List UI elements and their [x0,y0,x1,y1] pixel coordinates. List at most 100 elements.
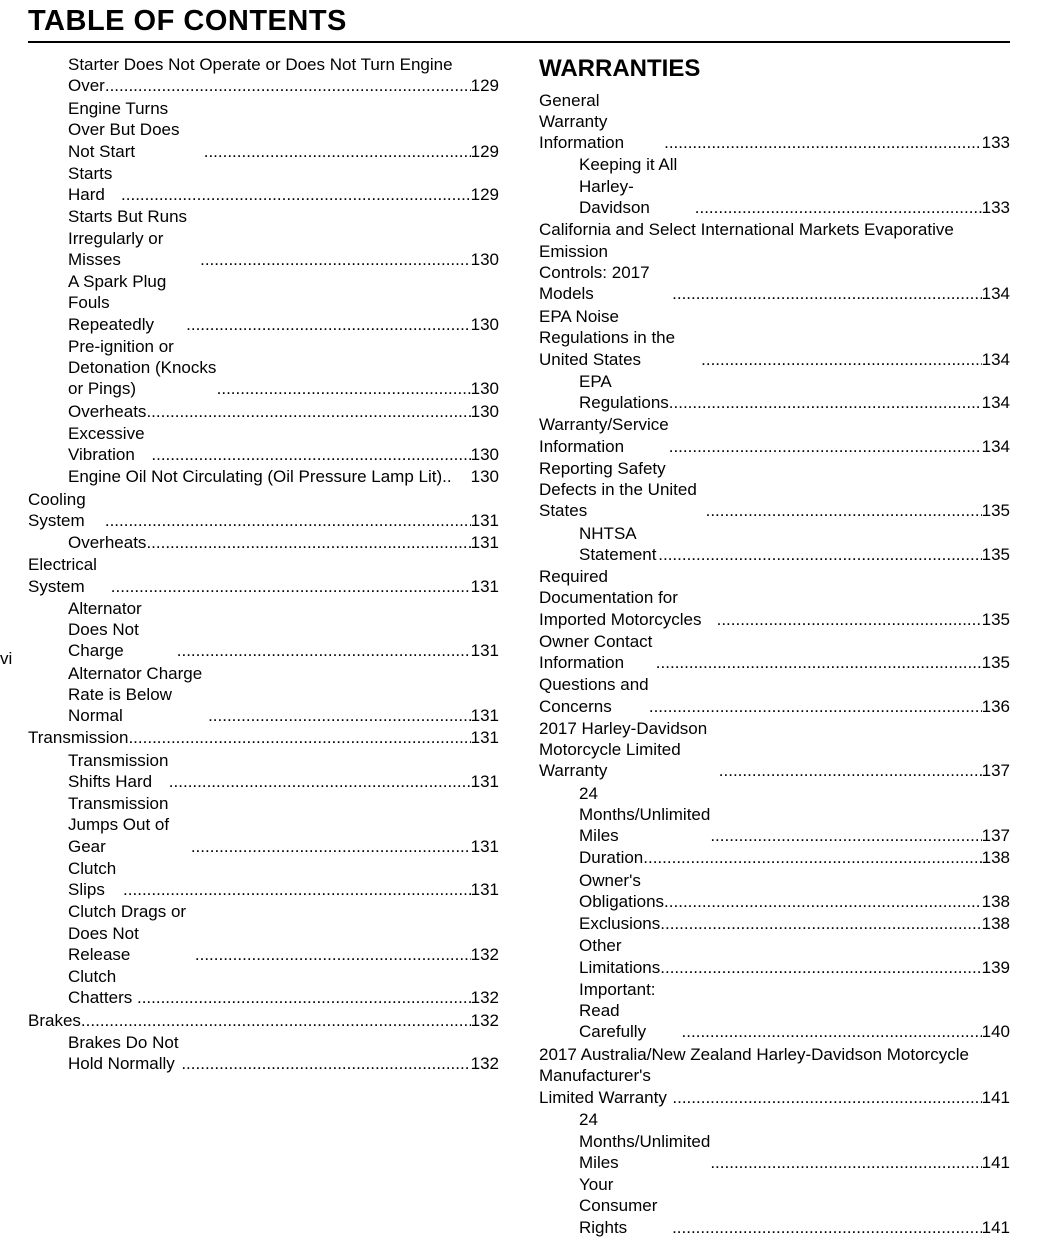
toc-dots: ........................................… [660,913,981,934]
toc-page-number: 133 [982,197,1010,218]
toc-page-number: 129 [471,141,499,162]
toc-entry-text: Required Documentation for Imported Moto… [539,566,717,630]
toc-page-number: 134 [982,392,1010,413]
toc-entry: Brakes Do Not Hold Normally.............… [28,1031,499,1075]
toc-entry: Overheats...............................… [28,532,499,554]
toc-entry-text: Cooling System [28,489,105,532]
toc-page-number: 131 [471,640,499,661]
toc-entry-text: Starts But Runs Irregularly or Misses [68,206,200,270]
toc-entry: California and Select International Mark… [539,219,1010,306]
toc-entry-text: Important: Read Carefully [579,979,682,1043]
toc-dots: ........................................… [177,640,471,661]
toc-entry: Brakes..................................… [28,1009,499,1031]
toc-entry-text: Electrical System [28,554,111,597]
toc-entry-text: NHTSA Statement [579,523,658,566]
toc-dots: ........................................… [146,401,470,422]
toc-entry-line2: Over....................................… [68,75,499,97]
toc-entry: Clutch Drags or Does Not Release........… [28,901,499,966]
toc-entry-text: Overheats [68,401,146,422]
toc-entry-text: Duration [579,847,643,868]
toc-entry: 24 Months/Unlimited Miles...............… [539,1109,1010,1174]
toc-entry: Starts Hard.............................… [28,162,499,206]
toc-entry: Engine Turns Over But Does Not Start....… [28,98,499,163]
toc-entry: Overheats...............................… [28,400,499,422]
toc-page-number: 129 [471,75,499,96]
toc-page-number: 135 [982,609,1010,630]
toc-entry-text: Transmission Jumps Out of Gear [68,793,191,857]
toc-dots: ........................................… [81,1010,471,1031]
toc-dots: ........................................… [204,141,471,162]
toc-entry-text: Warranty/Service Information [539,414,669,457]
toc-entry-text: Starts Hard [68,163,121,206]
toc-entry: Starter Does Not Operate or Does Not Tur… [28,53,499,98]
toc-entry: 2017 Australia/New Zealand Harley-Davids… [539,1043,1010,1109]
toc-entry-text: EPA Noise Regulations in the United Stat… [539,306,701,370]
toc-entry-text: Engine Oil Not Circulating (Oil Pressure… [68,466,442,487]
toc-entry: Other Limitations.......................… [539,935,1010,979]
toc-dots: ........................................… [656,652,982,673]
toc-entry: A Spark Plug Fouls Repeatedly...........… [28,271,499,336]
toc-dots: ........................................… [200,249,471,270]
toc-page-number: 138 [982,913,1010,934]
toc-page-number: 131 [471,576,499,597]
toc-dots: ........................................… [105,510,471,531]
toc-left-column: Starter Does Not Operate or Does Not Tur… [28,53,499,1238]
toc-dots: ........................................… [706,500,982,521]
toc-entry-text: Owner Contact Information [539,631,656,674]
toc-entry-text: 24 Months/Unlimited Miles [579,1109,710,1173]
toc-columns: Starter Does Not Operate or Does Not Tur… [28,53,1010,1238]
toc-entry: Exclusions..............................… [539,913,1010,935]
toc-entry: Pre-ignition or Detonation (Knocks or Pi… [28,335,499,400]
toc-entry: Important: Read Carefully...............… [539,978,1010,1043]
toc-page-number: 134 [982,283,1010,304]
toc-page-number: 141 [982,1152,1010,1173]
toc-page-number: 141 [982,1217,1010,1238]
toc-dots: ........................................… [186,314,471,335]
toc-dots: ........................................… [658,544,981,565]
toc-entry-text: EPA Regulations [579,371,669,414]
toc-page-number: 132 [471,1053,499,1074]
toc-entry-text: Clutch Drags or Does Not Release [68,901,195,965]
toc-dots: ........................................… [660,957,981,978]
toc-entry-text: Manufacturer's Limited Warranty [539,1065,672,1108]
toc-entry: Transmission Jumps Out of Gear..........… [28,793,499,858]
toc-page-number: 134 [982,436,1010,457]
toc-dots: ........................................… [105,75,471,96]
toc-entry-text: Brakes [28,1010,81,1031]
toc-entry-text: 2017 Australia/New Zealand Harley-Davids… [539,1044,1010,1065]
toc-entry-text: 24 Months/Unlimited Miles [579,783,710,847]
toc-page-number: 134 [982,349,1010,370]
toc-entry-text: Brakes Do Not Hold Normally [68,1032,181,1075]
toc-page-number: 139 [982,957,1010,978]
section-title-warranties: WARRANTIES [539,55,1010,83]
toc-dots: ........................................… [682,1021,982,1042]
toc-page-number: 138 [982,847,1010,868]
toc-entry-text: Clutch Chatters [68,966,137,1009]
toc-dots: ........................................… [121,184,471,205]
toc-entry: 24 Months/Unlimited Miles...............… [539,782,1010,847]
toc-dots: ........................................… [643,847,981,868]
toc-page-number: 130 [471,401,499,422]
toc-page-number: 141 [982,1087,1010,1108]
toc-page: TABLE OF CONTENTS Starter Does Not Opera… [0,0,1050,681]
toc-entry: Owner's Obligations.....................… [539,869,1010,913]
toc-entry: Duration................................… [539,847,1010,869]
toc-dots: ........................................… [191,836,471,857]
toc-entry: EPA Noise Regulations in the United Stat… [539,306,1010,371]
toc-page-number: 132 [471,987,499,1008]
toc-entry-text: Owner's Obligations [579,870,664,913]
toc-page-number: 135 [982,652,1010,673]
toc-entry-text: California and Select International Mark… [539,219,1010,240]
toc-entry-text: Other Limitations [579,935,660,978]
toc-dots: .. [442,466,470,487]
toc-page-number: 130 [471,314,499,335]
toc-entry-text: Exclusions [579,913,660,934]
toc-dots: ........................................… [710,1152,981,1173]
toc-page-number: 131 [471,727,499,748]
toc-entry: Keeping it All Harley-Davidson..........… [539,154,1010,219]
toc-dots: ........................................… [169,771,471,792]
toc-entry: Transmission Shifts Hard................… [28,749,499,793]
toc-dots: ........................................… [181,1053,470,1074]
toc-page-number: 136 [982,696,1010,717]
toc-dots: ........................................… [146,532,470,553]
